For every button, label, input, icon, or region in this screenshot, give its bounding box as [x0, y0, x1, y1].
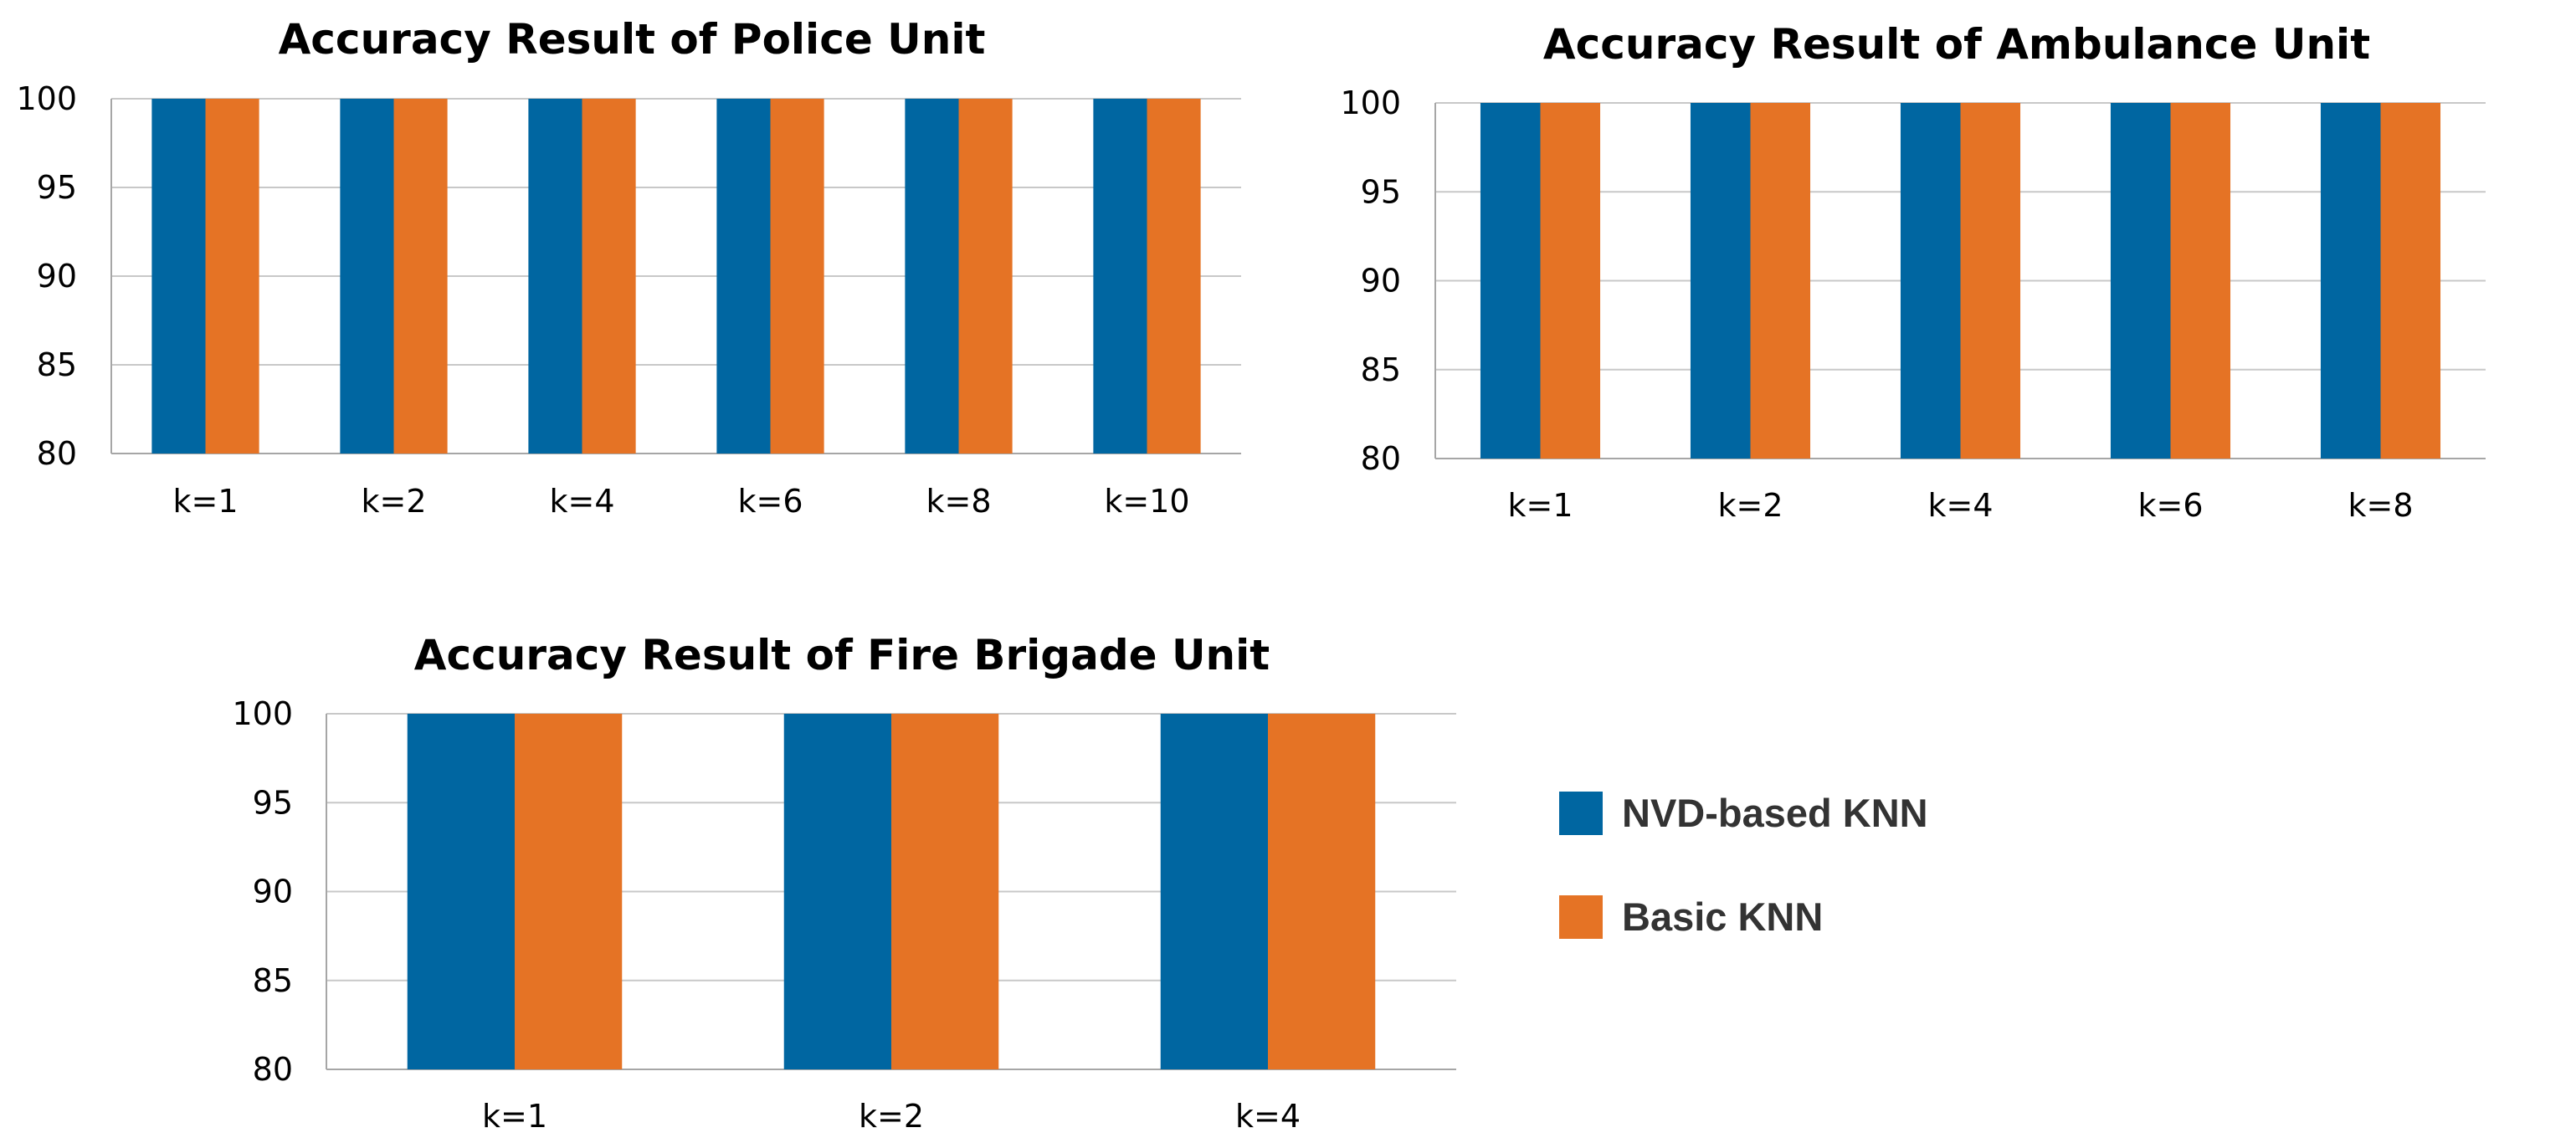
- bar-basic-knn-k4: [1268, 714, 1376, 1069]
- x-tick-label: k=10: [1104, 483, 1189, 520]
- ambulance-unit-chart: Accuracy Result of Ambulance Unit 80 85 90…: [1340, 20, 2486, 524]
- chart-title: Accuracy Result of Police Unit: [279, 15, 986, 64]
- y-tick-labels: 80 85 90 95 100: [232, 695, 293, 1088]
- bar-nvd-based-knn-k1: [151, 99, 206, 454]
- y-tick-label: 90: [37, 258, 77, 295]
- y-tick-label: 100: [16, 80, 77, 117]
- y-tick-label: 85: [37, 346, 77, 383]
- legend-swatch-nvd-based-knn: [1559, 792, 1603, 835]
- legend-label-basic-knn: Basic KNN: [1622, 894, 1823, 939]
- y-tick-labels: 80 85 90 95 100: [1340, 85, 1401, 477]
- x-tick-label: k=8: [2348, 487, 2413, 524]
- bars: [151, 99, 1201, 454]
- police-unit-chart: Accuracy Result of Police Unit 80 85 90 95 1…: [16, 15, 1241, 520]
- bars: [1480, 103, 2441, 459]
- bar-basic-knn-k4: [1960, 103, 2021, 459]
- y-tick-label: 85: [1361, 351, 1401, 388]
- legend: NVD-based KNN Basic KNN: [1559, 791, 1928, 939]
- bar-nvd-based-knn-k1: [407, 714, 515, 1069]
- legend-label-nvd-based-knn: NVD-based KNN: [1622, 791, 1928, 835]
- x-tick-label: k=4: [1927, 487, 1993, 524]
- bar-basic-knn-k6: [770, 99, 824, 454]
- bar-nvd-based-knn-k8: [905, 99, 959, 454]
- y-tick-label: 100: [232, 695, 293, 732]
- x-tick-label: k=2: [1717, 487, 1783, 524]
- bars: [407, 714, 1376, 1069]
- bar-basic-knn-k8: [958, 99, 1013, 454]
- x-tick-label: k=4: [1235, 1098, 1301, 1135]
- bar-nvd-based-knn-k1: [1480, 103, 1541, 459]
- x-tick-label: k=6: [737, 483, 803, 520]
- y-tick-labels: 80 85 90 95 100: [16, 80, 77, 472]
- bar-nvd-based-knn-k4: [1900, 103, 1961, 459]
- y-tick-label: 90: [1361, 263, 1401, 300]
- bar-basic-knn-k1: [515, 714, 623, 1069]
- x-tick-label: k=2: [361, 483, 426, 520]
- y-tick-label: 80: [37, 435, 77, 472]
- chart-title: Accuracy Result of Ambulance Unit: [1543, 20, 2370, 69]
- bar-nvd-based-knn-k6: [2110, 103, 2171, 459]
- bar-nvd-based-knn-k4: [528, 99, 582, 454]
- y-tick-label: 80: [1361, 440, 1401, 477]
- x-tick-labels: k=1 k=2 k=4 k=6 k=8 k=10: [172, 483, 1189, 520]
- x-tick-label: k=1: [1507, 487, 1573, 524]
- bar-nvd-based-knn-k8: [2320, 103, 2381, 459]
- y-tick-label: 85: [253, 962, 293, 999]
- bar-basic-knn-k10: [1147, 99, 1201, 454]
- bar-nvd-based-knn-k4: [1160, 714, 1268, 1069]
- bar-nvd-based-knn-k2: [340, 99, 394, 454]
- x-tick-labels: k=1 k=2 k=4: [482, 1098, 1301, 1135]
- bar-nvd-based-knn-k2: [1690, 103, 1751, 459]
- x-tick-label: k=1: [172, 483, 238, 520]
- bar-basic-knn-k4: [582, 99, 636, 454]
- fire-brigade-unit-chart: Accuracy Result of Fire Brigade Unit 808…: [232, 631, 1456, 1135]
- x-tick-label: k=6: [2137, 487, 2203, 524]
- bar-nvd-based-knn-k6: [716, 99, 771, 454]
- bar-basic-knn-k2: [393, 99, 448, 454]
- y-tick-label: 95: [1361, 173, 1401, 210]
- bar-basic-knn-k6: [2170, 103, 2231, 459]
- y-tick-label: 95: [253, 784, 293, 821]
- y-tick-label: 100: [1340, 85, 1401, 121]
- bar-basic-knn-k1: [205, 99, 259, 454]
- gridlines: [110, 98, 1241, 454]
- chart-title: Accuracy Result of Fire Brigade Unit: [414, 631, 1270, 679]
- bar-nvd-based-knn-k2: [783, 714, 891, 1069]
- x-tick-label: k=8: [926, 483, 991, 520]
- bar-basic-knn-k2: [891, 714, 999, 1069]
- x-tick-label: k=2: [859, 1098, 924, 1135]
- x-tick-labels: k=1 k=2 k=4 k=6 k=8: [1507, 487, 2413, 524]
- bar-basic-knn-k1: [1540, 103, 1601, 459]
- legend-swatch-basic-knn: [1559, 895, 1603, 939]
- y-tick-label: 80: [253, 1051, 293, 1088]
- y-tick-label: 90: [253, 874, 293, 910]
- bar-nvd-based-knn-k10: [1093, 99, 1147, 454]
- y-tick-label: 95: [37, 169, 77, 206]
- bar-basic-knn-k8: [2380, 103, 2441, 459]
- bar-basic-knn-k2: [1750, 103, 1811, 459]
- x-tick-label: k=1: [482, 1098, 547, 1135]
- x-tick-label: k=4: [549, 483, 614, 520]
